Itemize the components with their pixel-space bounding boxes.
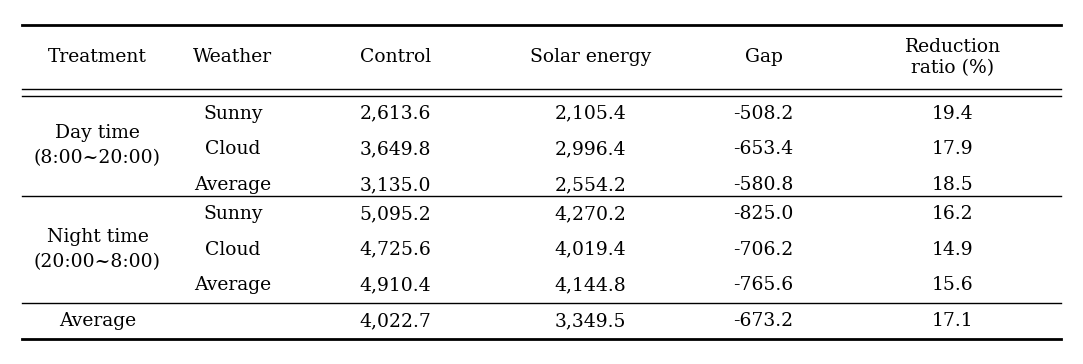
Text: 4,022.7: 4,022.7 [360, 312, 431, 330]
Text: 4,019.4: 4,019.4 [554, 241, 626, 259]
Text: -825.0: -825.0 [733, 205, 794, 223]
Text: Cloud: Cloud [205, 140, 261, 158]
Text: 4,144.8: 4,144.8 [554, 276, 626, 294]
Text: 4,910.4: 4,910.4 [360, 276, 431, 294]
Text: 18.5: 18.5 [932, 176, 974, 194]
Text: Gap: Gap [744, 48, 783, 66]
Text: Average: Average [194, 276, 272, 294]
Text: -653.4: -653.4 [733, 140, 794, 158]
Text: Cloud: Cloud [205, 241, 261, 259]
Text: 3,135.0: 3,135.0 [360, 176, 431, 194]
Text: 2,996.4: 2,996.4 [554, 140, 626, 158]
Text: -706.2: -706.2 [733, 241, 794, 259]
Text: Sunny: Sunny [204, 205, 262, 223]
Text: 3,649.8: 3,649.8 [360, 140, 431, 158]
Text: Night time
(20:00~8:00): Night time (20:00~8:00) [34, 228, 161, 271]
Text: -508.2: -508.2 [733, 104, 794, 123]
Text: Day time
(8:00~20:00): Day time (8:00~20:00) [34, 124, 161, 167]
Text: 16.2: 16.2 [932, 205, 974, 223]
Text: 5,095.2: 5,095.2 [360, 205, 431, 223]
Text: Control: Control [360, 48, 431, 66]
Text: Weather: Weather [193, 48, 273, 66]
Text: Reduction
ratio (%): Reduction ratio (%) [905, 38, 1001, 77]
Text: 2,554.2: 2,554.2 [554, 176, 626, 194]
Text: -765.6: -765.6 [733, 276, 794, 294]
Text: Solar energy: Solar energy [530, 48, 651, 66]
Text: Average: Average [58, 312, 136, 330]
Text: 2,105.4: 2,105.4 [554, 104, 626, 123]
Text: 14.9: 14.9 [932, 241, 974, 259]
Text: -580.8: -580.8 [733, 176, 794, 194]
Text: -673.2: -673.2 [733, 312, 794, 330]
Text: Treatment: Treatment [48, 48, 147, 66]
Text: Average: Average [194, 176, 272, 194]
Text: 4,725.6: 4,725.6 [360, 241, 431, 259]
Text: Sunny: Sunny [204, 104, 262, 123]
Text: 17.9: 17.9 [932, 140, 974, 158]
Text: 2,613.6: 2,613.6 [360, 104, 431, 123]
Text: 3,349.5: 3,349.5 [554, 312, 626, 330]
Text: 17.1: 17.1 [932, 312, 974, 330]
Text: 19.4: 19.4 [932, 104, 974, 123]
Text: 15.6: 15.6 [932, 276, 974, 294]
Text: 4,270.2: 4,270.2 [554, 205, 626, 223]
